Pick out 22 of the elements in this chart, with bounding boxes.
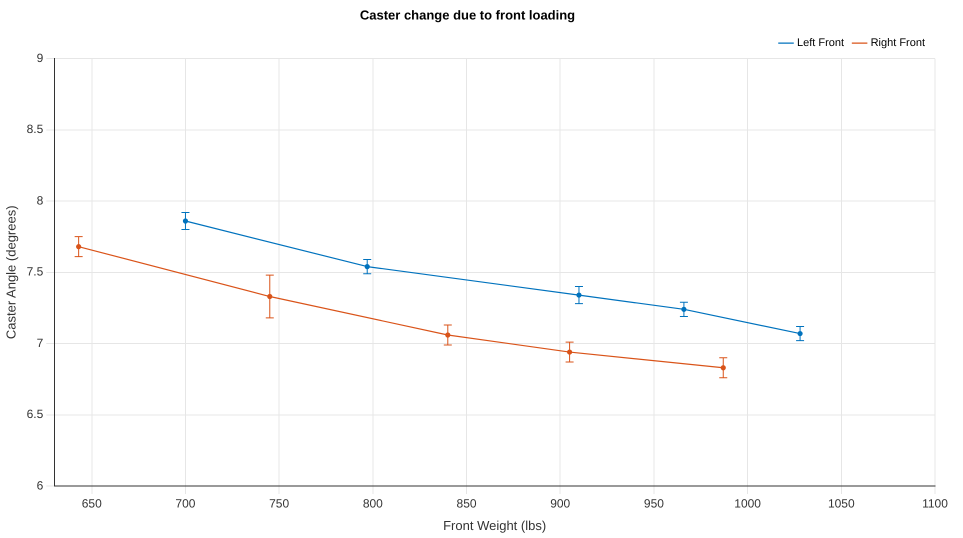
x-tick-label: 1100: [922, 496, 948, 511]
x-tick-label: 800: [362, 496, 384, 511]
legend-label: Right Front: [870, 37, 926, 50]
x-tick-label: 650: [82, 496, 102, 511]
y-tick-label: 7.5: [26, 264, 44, 279]
y-tick-label: 8.5: [26, 122, 44, 136]
x-tick-label: 850: [456, 496, 477, 511]
x-tick-label: 1050: [828, 496, 855, 511]
x-tick-label: 700: [175, 496, 196, 511]
chart-title: Caster change due to front loading: [360, 7, 576, 22]
x-tick-label: 1000: [734, 496, 762, 511]
y-tick-label: 8: [36, 193, 44, 208]
y-tick-label: 6: [36, 478, 44, 492]
x-axis-title: Front Weight (lbs): [443, 518, 546, 533]
y-tick-label: 7: [36, 336, 44, 350]
x-tick-label: 900: [550, 496, 571, 511]
x-tick-label: 750: [269, 496, 290, 511]
x-tick-label: 950: [644, 496, 664, 511]
legend-label: Left Front: [797, 37, 844, 50]
y-tick-label: 9: [36, 50, 44, 65]
y-tick-label: 6.5: [26, 407, 44, 422]
y-axis-title: Caster Angle (degrees): [3, 205, 18, 340]
